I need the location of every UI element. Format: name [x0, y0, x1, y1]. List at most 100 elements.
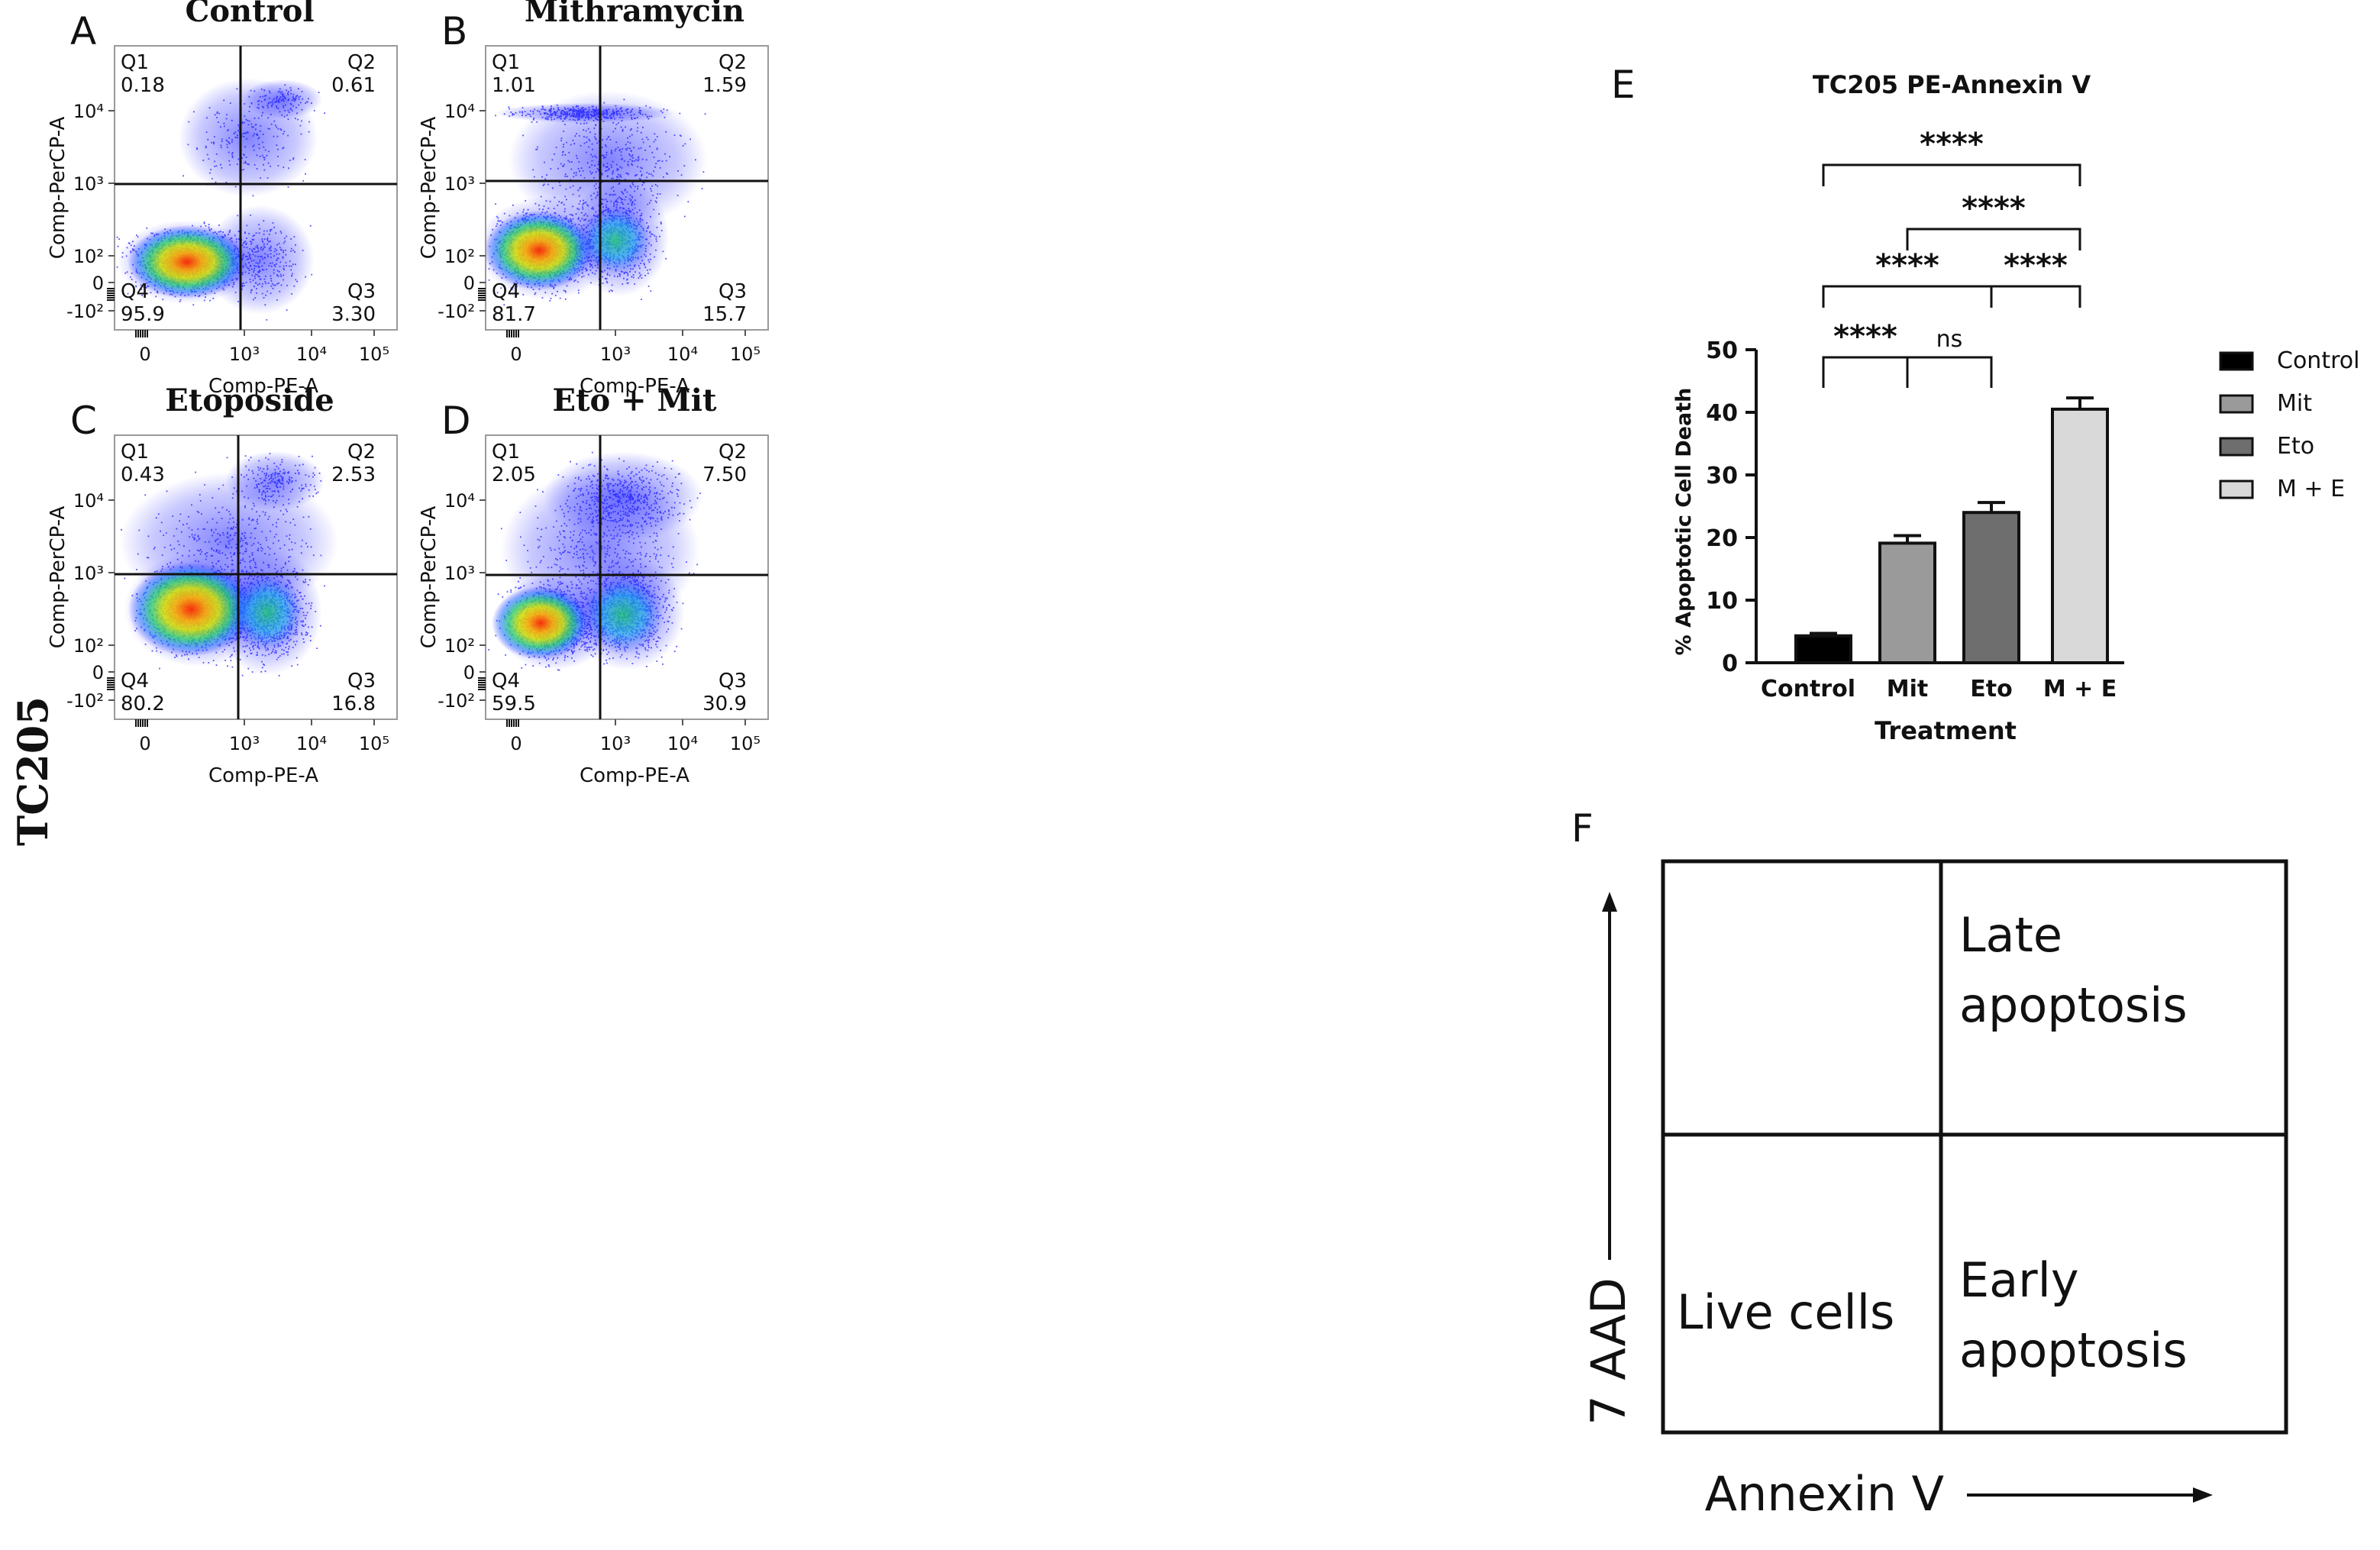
event-dots-b — [486, 91, 707, 306]
x-tick-label: 10³ — [229, 733, 260, 754]
density-hotspot — [231, 573, 304, 652]
x-tick-label: Eto — [1970, 676, 2012, 702]
density-hotspot — [128, 225, 247, 299]
quadrant-q3-name: Q3 — [347, 670, 376, 693]
quadrant-q4-name: Q4 — [492, 670, 520, 693]
x-tick-label: 10⁵ — [359, 344, 389, 365]
bar-mit — [1878, 541, 1936, 664]
y-axis-label: Comp-PerCP-A — [418, 117, 441, 260]
quadrant-q2-name: Q2 — [347, 441, 376, 463]
quadrant-q4-value: 80.2 — [121, 693, 165, 715]
x-tick-label: 10³ — [600, 733, 631, 754]
x-tick-label: Mit — [1887, 676, 1928, 702]
y-tick-label: 10³ — [73, 173, 104, 195]
significance-label: **** — [1833, 319, 1897, 354]
legend-entry: Eto — [2277, 433, 2314, 460]
quadrant-q3-value: 16.8 — [331, 693, 376, 715]
x-tick-label: M + E — [2043, 676, 2117, 702]
y-tick-label: 40 — [1706, 400, 1738, 427]
bar-chart-panel: E TC205 PE-Annexin V 0 10 20 30 40 50 % Apoptoti… — [1611, 63, 2359, 745]
y-tick-label: 0 — [463, 273, 475, 294]
early-apoptosis-label-line2: apoptosis — [1959, 1322, 2188, 1378]
panel-letter-d: D — [441, 399, 471, 443]
y-tick-label: 10⁴ — [73, 101, 104, 122]
annexin-axis-label: Annexin V — [1705, 1466, 1944, 1522]
quadrant-q4-value: 81.7 — [492, 303, 536, 326]
panel-letter-a: A — [70, 9, 96, 53]
y-tick-label: 30 — [1706, 463, 1738, 489]
x-axis-label: Comp-PE-A — [208, 375, 318, 398]
y-tick-label: 20 — [1706, 525, 1738, 552]
x-tick-label: 0 — [139, 344, 150, 365]
plot-frame — [114, 434, 398, 720]
significance-bracket — [1822, 163, 2081, 186]
quadrant-q3-name: Q3 — [719, 280, 747, 303]
quadrant-q4-name: Q4 — [121, 280, 149, 303]
quadrant-q3-value: 3.30 — [331, 303, 376, 326]
quadrant-q2-value: 0.61 — [331, 74, 376, 97]
legend-swatch — [2219, 480, 2254, 499]
panel-letter-b: B — [441, 9, 467, 53]
quadrant-q3-value: 15.7 — [702, 303, 747, 326]
y-tick-label: -10² — [66, 301, 104, 322]
quadrant-q4-name: Q4 — [492, 280, 520, 303]
quadrant-q2-name: Q2 — [719, 51, 747, 74]
live-cells-label: Live cells — [1677, 1284, 1894, 1340]
cell-line-label: TC205 — [8, 696, 57, 846]
significance-bracket — [1990, 285, 2081, 308]
quadrant-q4-name: Q4 — [121, 670, 149, 693]
y-tick-label: -10² — [438, 301, 475, 322]
event-dot-cloud — [488, 451, 701, 671]
quadrant-q1-value: 2.05 — [492, 463, 536, 486]
x-tick-label: 10⁵ — [730, 344, 761, 365]
x-tick-label: 10⁴ — [667, 733, 698, 754]
bar-eto — [1962, 511, 2020, 665]
significance-label: **** — [1875, 248, 1939, 283]
significance-label: ns — [1936, 326, 1963, 353]
quadrant-q3-name: Q3 — [719, 670, 747, 693]
y-tick-label: -10² — [66, 690, 104, 712]
legend-swatch — [2219, 394, 2254, 414]
y-tick-label: 10³ — [444, 173, 475, 195]
schematic-frame — [1661, 859, 2288, 1435]
x-tick-label: 0 — [139, 733, 150, 754]
plot-frame — [485, 434, 769, 720]
y-tick-label: 50 — [1706, 337, 1738, 364]
late-apoptosis-label-line2: apoptosis — [1959, 977, 2188, 1033]
7aad-axis-label: 7 AAD — [1581, 1277, 1636, 1425]
significance-label: **** — [1962, 191, 2026, 226]
x-tick-label: 10³ — [229, 344, 260, 365]
event-dots-a — [116, 78, 325, 321]
y-tick-label: 10² — [444, 635, 475, 657]
y-tick-label: 10² — [73, 246, 104, 267]
x-tick-label: 0 — [510, 344, 522, 365]
panel-title-c: Etoposide — [165, 383, 334, 418]
x-tick-label: 0 — [510, 733, 522, 754]
panel-title-a: Control — [185, 0, 314, 29]
legend-entry: Mit — [2277, 390, 2312, 417]
x-axis-label: Treatment — [1875, 716, 2017, 745]
legend-entry: Control — [2277, 347, 2359, 374]
legend-swatch — [2219, 437, 2254, 457]
x-axis-label: Comp-PE-A — [208, 764, 318, 787]
x-tick-label: 10⁴ — [296, 344, 327, 365]
x-tick-label: 10⁴ — [667, 344, 698, 365]
y-tick-label: 10⁴ — [444, 101, 475, 122]
event-dots-d — [488, 451, 702, 671]
x-tick-label: Control — [1761, 676, 1855, 702]
y-axis-label: % Apoptotic Cell Death — [1672, 388, 1696, 656]
x-axis-label: Comp-PE-A — [580, 375, 689, 398]
x-tick-label: 10⁵ — [730, 733, 761, 754]
panel-title-b: Mithramycin — [525, 0, 744, 29]
y-tick-label: -10² — [438, 690, 475, 712]
significance-bracket — [1906, 356, 1993, 388]
x-tick-label: 10⁵ — [359, 733, 389, 754]
quadrant-q1-name: Q1 — [121, 51, 149, 74]
legend-entry: M + E — [2277, 476, 2345, 502]
quadrant-q2-value: 1.59 — [702, 74, 747, 97]
annexin-axis-arrowhead — [2193, 1487, 2213, 1503]
density-hotspot — [582, 575, 664, 654]
y-tick-label: 10⁴ — [73, 490, 104, 512]
